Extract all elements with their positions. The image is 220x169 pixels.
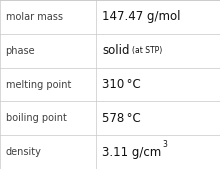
- Text: phase: phase: [6, 46, 35, 56]
- Text: 310 °C: 310 °C: [102, 78, 141, 91]
- Text: boiling point: boiling point: [6, 113, 66, 123]
- Text: (at STP): (at STP): [132, 46, 163, 55]
- Text: solid: solid: [102, 44, 130, 57]
- Text: 3.11 g/cm: 3.11 g/cm: [102, 146, 161, 159]
- Text: 147.47 g/mol: 147.47 g/mol: [102, 10, 181, 23]
- Text: 578 °C: 578 °C: [102, 112, 141, 125]
- Text: melting point: melting point: [6, 79, 71, 90]
- Text: molar mass: molar mass: [6, 12, 62, 22]
- Text: density: density: [6, 147, 41, 157]
- Text: 3: 3: [162, 140, 167, 149]
